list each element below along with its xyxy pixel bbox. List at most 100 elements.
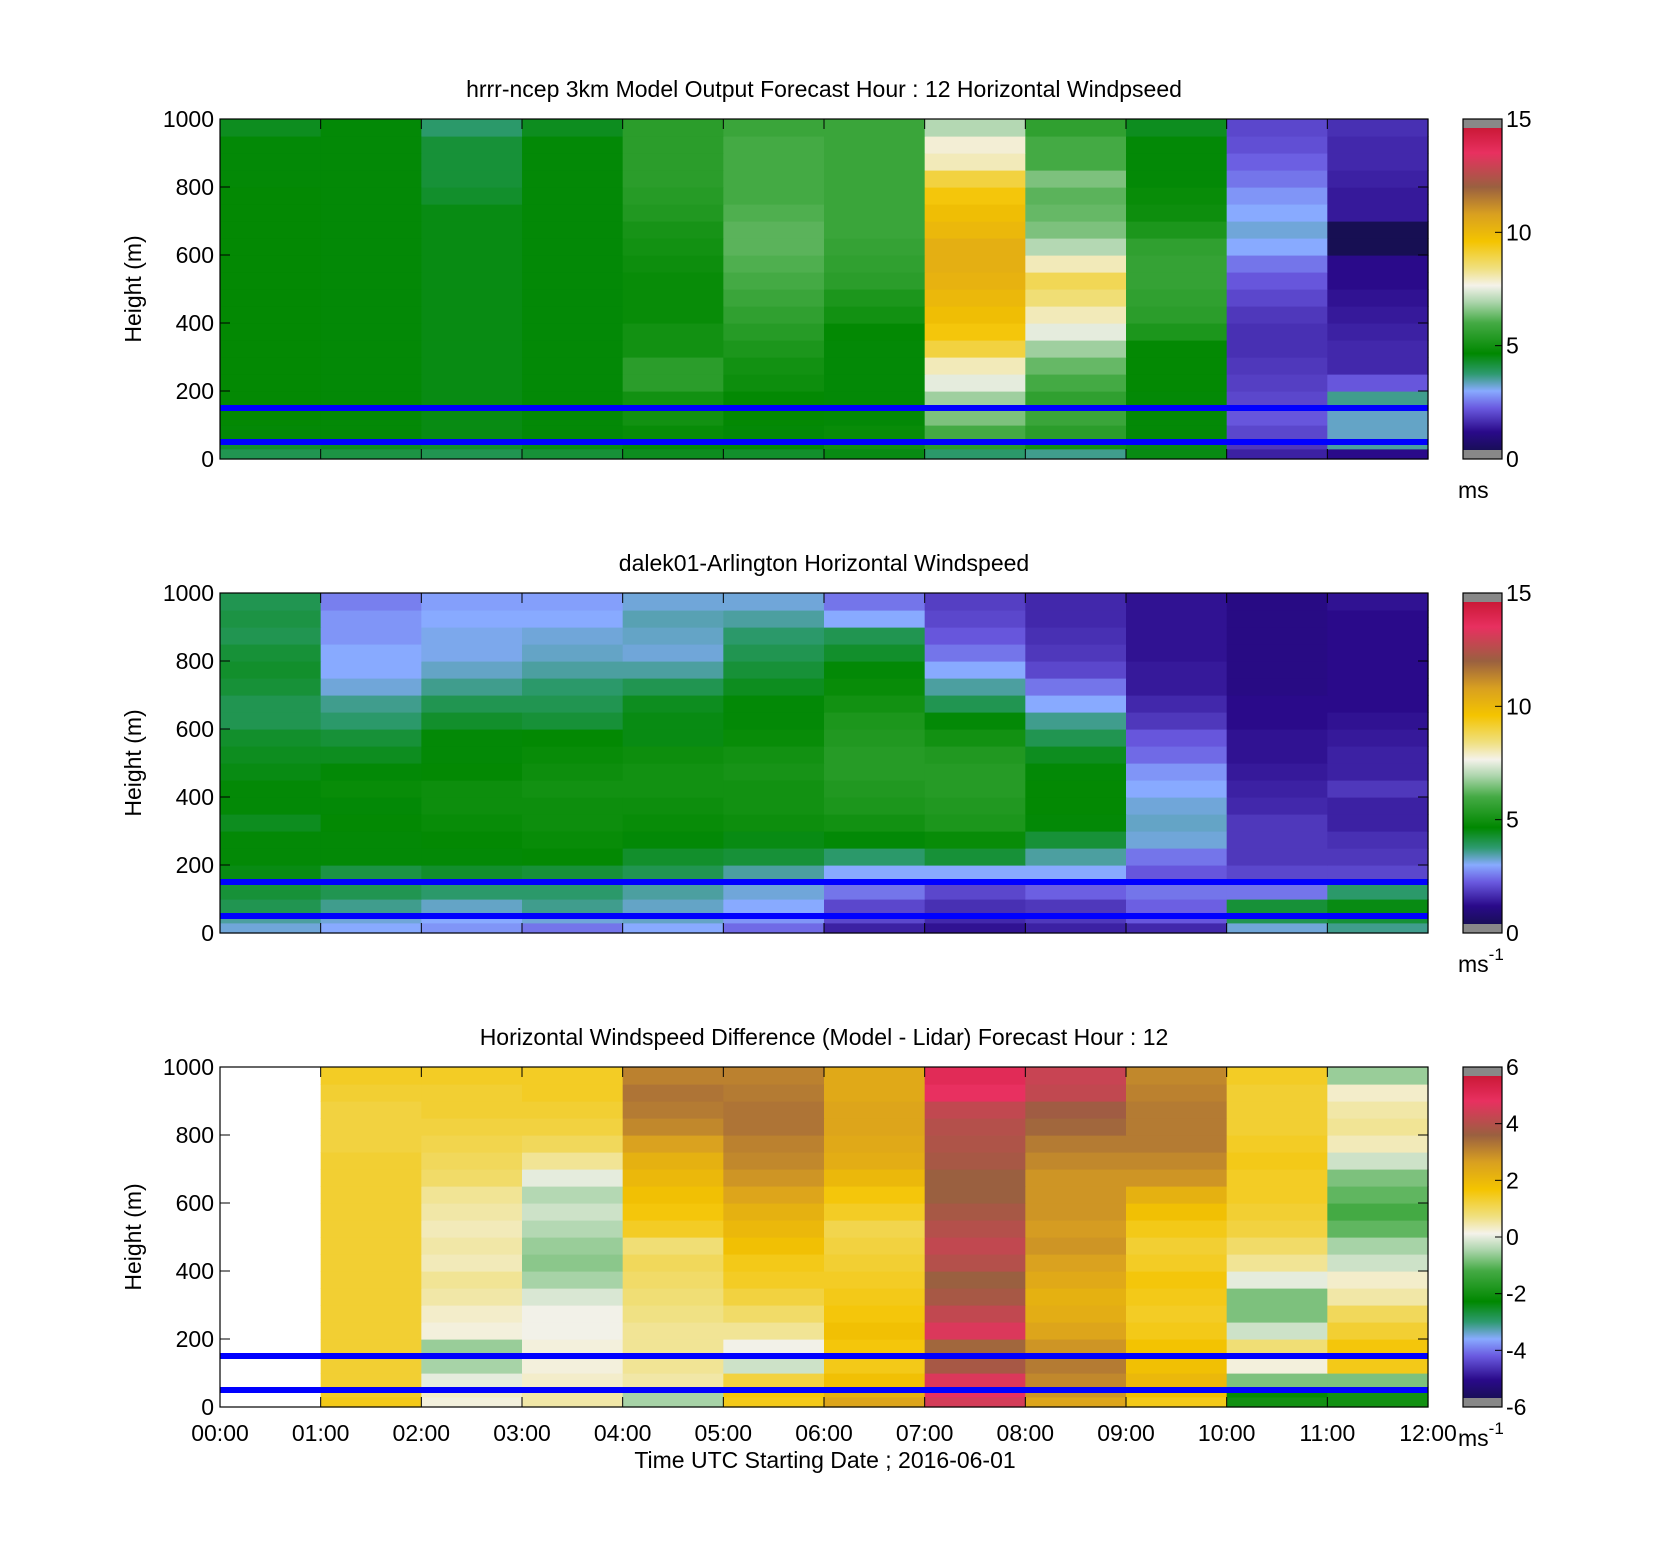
heatmap-cell (522, 1152, 624, 1170)
heatmap-cell (1126, 323, 1228, 341)
heatmap-cell (622, 1373, 724, 1388)
heatmap-cell (924, 1135, 1026, 1153)
heatmap-cell (1226, 814, 1328, 832)
heatmap-cell (522, 1356, 624, 1374)
heatmap-cell (924, 1169, 1026, 1187)
heatmap-cell (1126, 729, 1228, 747)
heatmap-cell (320, 661, 422, 679)
heatmap-cell (622, 204, 724, 222)
heatmap-cell (421, 1220, 523, 1238)
heatmap-cell (320, 374, 422, 392)
heatmap-cell (1226, 255, 1328, 273)
heatmap-cells (220, 593, 1429, 934)
heatmap-cell (1025, 1356, 1127, 1374)
heatmap-cell (824, 153, 926, 171)
heatmap-cell (622, 922, 724, 934)
colorbar-unit: ms-1 (1458, 1419, 1504, 1451)
y-axis-label: Height (m) (120, 235, 146, 342)
heatmap-cell (924, 814, 1026, 832)
heatmap-cell (421, 610, 523, 628)
heatmap-cell (1226, 1271, 1328, 1289)
heatmap-cell (924, 746, 1026, 764)
heatmap-cell (924, 448, 1026, 460)
heatmap-cell (1327, 1186, 1429, 1204)
heatmap-cell (320, 408, 422, 426)
heatmap-cell (320, 306, 422, 324)
heatmap-cell (1226, 1084, 1328, 1102)
heatmap-cell (1126, 865, 1228, 883)
heatmap-cell (1226, 136, 1328, 154)
heatmap-cell (421, 1237, 523, 1255)
heatmap-cell (924, 1254, 1026, 1272)
heatmap-cell (622, 1152, 724, 1170)
heatmap-cell (522, 1186, 624, 1204)
heatmap-cell (924, 593, 1026, 611)
heatmap-cell (824, 289, 926, 307)
y-tick-label: 200 (176, 1326, 214, 1352)
x-tick-label: 05:00 (695, 1420, 753, 1446)
heatmap-cell (421, 746, 523, 764)
heatmap-cell (522, 306, 624, 324)
heatmap-cell (1226, 644, 1328, 662)
heatmap-cell (824, 712, 926, 730)
heatmap-cell (421, 1254, 523, 1272)
x-tick-label: 04:00 (594, 1420, 652, 1446)
heatmap-cell (522, 1067, 624, 1085)
heatmap-cell (320, 340, 422, 358)
heatmap-cell (723, 448, 825, 460)
colorbar-tick-label: -4 (1506, 1337, 1527, 1363)
heatmap-cell (1025, 610, 1127, 628)
heatmap-cell (1025, 272, 1127, 290)
heatmap-cell (1226, 187, 1328, 205)
heatmap-cell (824, 448, 926, 460)
heatmap-cell (924, 221, 1026, 239)
x-tick-label: 10:00 (1198, 1420, 1256, 1446)
y-tick-label: 0 (201, 1394, 214, 1420)
heatmap-cell (1025, 678, 1127, 696)
heatmap-cell (1327, 204, 1429, 222)
heatmap-cell (824, 865, 926, 883)
heatmap-cell (723, 695, 825, 713)
heatmap-cell (622, 695, 724, 713)
heatmap-cell (421, 797, 523, 815)
x-tick-label: 07:00 (896, 1420, 954, 1446)
heatmap-cell (622, 831, 724, 849)
heatmap-cell (824, 746, 926, 764)
heatmap-cell (723, 922, 825, 934)
heatmap-cell (1126, 1220, 1228, 1238)
heatmap-cell (1126, 1305, 1228, 1323)
heatmap-cell (824, 238, 926, 256)
heatmap-cell (1025, 593, 1127, 611)
heatmap-cell (924, 1339, 1026, 1357)
heatmap-cell (723, 865, 825, 883)
heatmap-cell (522, 1339, 624, 1357)
heatmap-cell (1327, 1067, 1429, 1085)
heatmap-cell (924, 408, 1026, 426)
heatmap-cell (622, 1135, 724, 1153)
heatmap-cell (622, 1101, 724, 1119)
heatmap-cell (723, 1220, 825, 1238)
heatmap-cell (522, 204, 624, 222)
heatmap-cell (1126, 238, 1228, 256)
heatmap-cell (723, 136, 825, 154)
heatmap-cell (1327, 1322, 1429, 1340)
heatmap-cell (622, 882, 724, 900)
heatmap-cell (320, 255, 422, 273)
heatmap-cell (622, 678, 724, 696)
heatmap-cell (1126, 1186, 1228, 1204)
heatmap-cell (320, 729, 422, 747)
heatmap-cell (622, 119, 724, 137)
heatmap-cell (1226, 153, 1328, 171)
heatmap-cell (1126, 1271, 1228, 1289)
heatmap-cell (1025, 1339, 1127, 1357)
heatmap-cell (723, 814, 825, 832)
heatmap-cell (220, 187, 322, 205)
heatmap-cell (522, 1237, 624, 1255)
heatmap-cell (622, 1118, 724, 1136)
heatmap-cell (622, 1203, 724, 1221)
heatmap-cell (220, 678, 322, 696)
heatmap-cell (1327, 865, 1429, 883)
heatmap-cell (1327, 627, 1429, 645)
heatmap-cell (220, 712, 322, 730)
heatmap-cell (1025, 1186, 1127, 1204)
